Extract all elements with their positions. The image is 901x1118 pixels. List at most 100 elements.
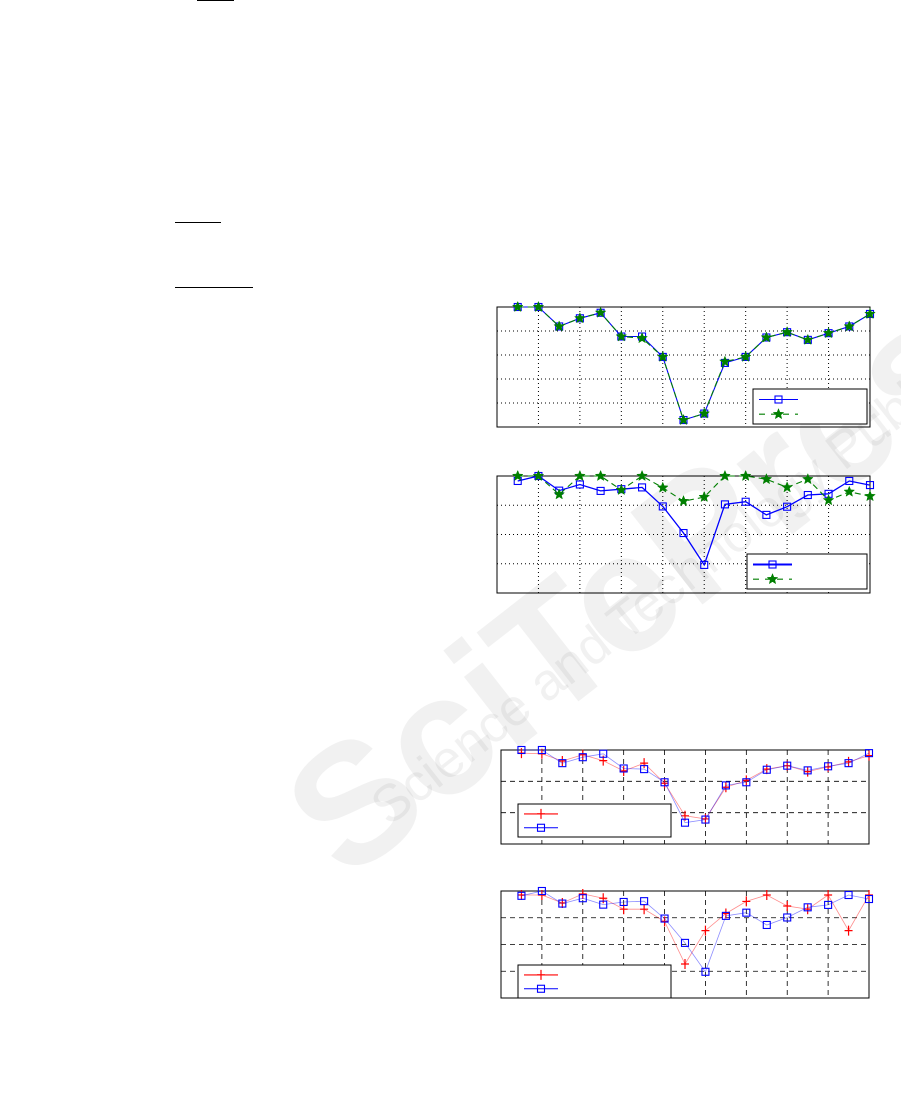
data-point xyxy=(843,485,856,497)
data-point xyxy=(824,900,833,909)
data-point xyxy=(801,333,814,345)
data-point xyxy=(553,488,566,500)
data-point xyxy=(558,899,567,908)
data-point xyxy=(599,900,608,909)
data-point xyxy=(720,500,729,509)
legend-marker-2 xyxy=(772,408,785,420)
data-point xyxy=(762,765,771,774)
data-point xyxy=(701,925,710,936)
data-point xyxy=(681,959,689,970)
data-point xyxy=(532,469,545,481)
data-point xyxy=(742,896,751,907)
data-point xyxy=(640,904,649,915)
data-point xyxy=(864,307,876,319)
legend-marker-2 xyxy=(536,984,546,993)
data-point xyxy=(844,759,853,768)
data-point xyxy=(739,350,752,362)
data-point xyxy=(578,894,587,903)
data-point xyxy=(760,473,773,485)
data-point xyxy=(719,355,731,367)
data-point xyxy=(762,920,771,930)
data-point xyxy=(677,494,690,507)
data-point xyxy=(698,407,711,419)
legend-marker-1 xyxy=(537,808,545,819)
data-point xyxy=(803,903,812,912)
data-point xyxy=(537,745,546,755)
underline-rule xyxy=(175,222,221,223)
data-point xyxy=(739,469,752,481)
data-point xyxy=(599,893,608,904)
data-point xyxy=(741,497,750,506)
data-point xyxy=(619,764,628,773)
data-point xyxy=(721,908,730,919)
data-point xyxy=(677,413,690,426)
data-point xyxy=(680,938,690,947)
data-point xyxy=(760,331,773,343)
underline-rule xyxy=(197,0,234,1)
underline-rule xyxy=(175,287,253,288)
data-point xyxy=(599,749,608,758)
data-point xyxy=(742,908,751,917)
data-point xyxy=(656,481,669,493)
data-point xyxy=(803,490,812,500)
data-point xyxy=(578,749,587,760)
data-point xyxy=(558,755,567,766)
data-point xyxy=(619,897,628,907)
data-point xyxy=(719,469,731,481)
data-point xyxy=(803,766,812,775)
data-point xyxy=(517,891,526,900)
data-point xyxy=(721,911,730,920)
data-point xyxy=(803,766,812,777)
data-point xyxy=(803,904,812,915)
data-point xyxy=(615,483,628,496)
data-point xyxy=(636,332,648,344)
data-point xyxy=(511,300,524,312)
data-point xyxy=(656,350,669,362)
data-point xyxy=(864,749,874,758)
series-line-1 xyxy=(517,475,871,567)
data-point xyxy=(596,486,605,495)
data-point xyxy=(578,753,587,762)
data-point xyxy=(679,528,688,538)
data-point xyxy=(636,469,648,481)
data-point xyxy=(845,476,854,486)
data-point xyxy=(574,312,586,324)
data-point xyxy=(619,765,628,776)
data-point xyxy=(844,925,853,936)
data-point xyxy=(660,778,669,789)
plot-frame xyxy=(496,475,871,594)
data-point xyxy=(660,778,669,787)
data-point xyxy=(801,473,814,485)
plot-frame xyxy=(500,749,870,845)
series-line-1 xyxy=(521,893,870,965)
series-line-2 xyxy=(517,475,871,502)
data-point xyxy=(680,818,690,827)
data-point xyxy=(864,894,874,904)
legend-marker-2 xyxy=(766,573,779,585)
legend-marker-2 xyxy=(536,823,546,832)
data-point xyxy=(824,890,833,901)
data-point xyxy=(844,890,853,900)
legend-marker-1 xyxy=(774,395,783,404)
legend-marker-1 xyxy=(537,969,545,980)
data-point xyxy=(575,480,584,489)
data-point xyxy=(517,890,526,901)
data-point xyxy=(783,502,792,511)
data-point xyxy=(742,778,751,787)
data-point xyxy=(638,483,647,492)
data-point xyxy=(864,490,876,502)
data-point xyxy=(700,560,709,569)
data-point xyxy=(517,745,526,755)
data-point xyxy=(783,900,792,911)
data-point xyxy=(742,775,751,786)
data-point xyxy=(721,782,730,793)
data-point xyxy=(781,326,793,338)
data-point xyxy=(701,967,710,976)
data-point xyxy=(844,756,853,767)
data-point xyxy=(721,781,730,790)
data-point xyxy=(511,469,524,481)
legend-box xyxy=(746,553,868,590)
data-point xyxy=(762,890,771,901)
